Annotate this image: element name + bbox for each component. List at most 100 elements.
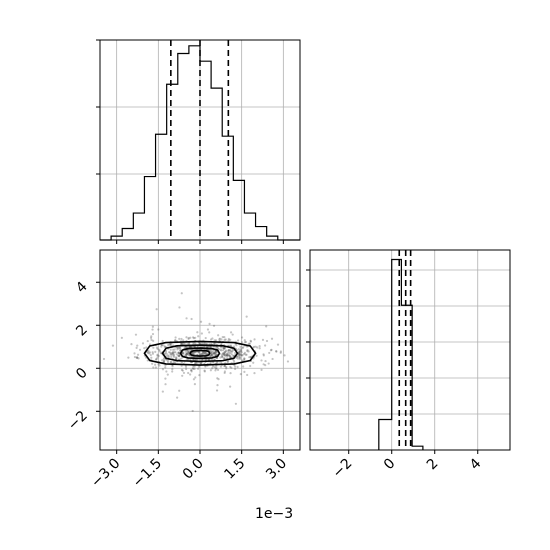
joint-sample-point — [279, 351, 282, 354]
joint-sample-point — [172, 354, 175, 357]
joint-sample-point — [221, 352, 225, 355]
joint-sample-point — [230, 353, 234, 356]
joint-sample-point — [209, 369, 212, 372]
joint-scatter-panel: −3.0 −1.5 0.0 1.5 3.0 −2 0 2 4 1e−3 — [65, 249, 301, 522]
joint-sample-point — [190, 369, 193, 372]
joint-sample-point — [238, 357, 242, 360]
joint-axes-frame — [99, 249, 301, 451]
joint-sample-point — [146, 339, 149, 343]
joint-sample-point — [214, 350, 218, 353]
joint-sample-point — [199, 353, 202, 356]
joint-sample-point — [210, 352, 213, 355]
joint-sample-point — [171, 365, 174, 368]
marginal-y-xtick-label: 4 — [467, 455, 485, 473]
joint-sample-point — [182, 342, 185, 345]
joint-sample-point — [178, 354, 181, 358]
joint-sample-point — [169, 343, 173, 346]
joint-sample-point — [171, 370, 174, 373]
joint-sample-point — [276, 343, 280, 346]
joint-sample-point — [275, 350, 278, 353]
joint-sample-point — [225, 354, 229, 357]
joint-sample-point — [185, 352, 189, 355]
joint-sample-point — [185, 358, 188, 361]
joint-sample-point — [173, 351, 176, 354]
joint-sample-point — [239, 349, 242, 352]
joint-sample-point — [190, 370, 193, 373]
joint-sample-point — [236, 339, 240, 342]
joint-sample-point — [151, 351, 154, 354]
joint-sample-point — [220, 342, 223, 345]
joint-sample-point — [191, 345, 194, 348]
joint-sample-point — [244, 340, 248, 344]
joint-sample-point — [209, 345, 212, 348]
joint-sample-point — [208, 331, 211, 334]
joint-sample-point — [185, 336, 188, 339]
joint-sample-point — [214, 352, 218, 355]
joint-sample-point — [174, 356, 178, 359]
joint-sample-point — [171, 351, 174, 355]
joint-sample-point — [232, 354, 235, 357]
joint-sample-point — [178, 355, 181, 358]
joint-sample-point — [187, 350, 190, 354]
joint-sample-point — [229, 331, 233, 334]
joint-sample-point — [210, 354, 213, 357]
joint-sample-point — [166, 354, 169, 357]
joint-sample-point — [169, 343, 172, 347]
joint-sample-point — [170, 353, 173, 356]
joint-sample-point — [267, 362, 270, 365]
joint-sample-point — [209, 338, 213, 341]
joint-sample-point — [217, 378, 220, 381]
joint-ytick-label: 2 — [73, 322, 91, 340]
joint-sample-point — [184, 365, 188, 369]
joint-sample-point — [249, 355, 252, 359]
joint-sample-point — [151, 332, 155, 336]
joint-sample-point — [222, 346, 225, 350]
joint-sample-point — [247, 350, 250, 353]
joint-sample-point — [182, 352, 185, 355]
joint-sample-point — [211, 353, 214, 357]
joint-sample-point — [198, 374, 201, 377]
joint-sample-point — [197, 351, 200, 354]
joint-sample-point — [190, 369, 193, 372]
joint-sample-point — [223, 346, 226, 350]
joint-sample-point — [219, 365, 223, 368]
joint-sample-point — [223, 364, 226, 368]
joint-sample-point — [198, 342, 201, 345]
joint-sample-point — [211, 353, 214, 356]
joint-sample-point — [275, 349, 278, 353]
joint-sample-point — [229, 365, 232, 368]
joint-sample-point — [186, 349, 190, 352]
joint-sample-point — [214, 367, 218, 370]
joint-sample-point — [158, 348, 161, 351]
joint-xtick-label: 1.5 — [221, 456, 248, 483]
joint-sample-point — [120, 336, 123, 339]
joint-sample-point — [203, 370, 206, 373]
joint-sample-point — [165, 352, 168, 355]
joint-sample-point — [229, 385, 232, 388]
joint-sample-point — [234, 402, 237, 405]
joint-sample-point — [180, 343, 183, 346]
joint-sample-point — [151, 352, 155, 355]
joint-sample-point — [235, 356, 238, 359]
joint-sample-point — [156, 356, 159, 359]
joint-sample-point — [179, 349, 182, 352]
joint-sample-point — [111, 344, 115, 347]
marginal-y-xtick-label: 0 — [381, 456, 399, 474]
joint-sample-point — [205, 352, 209, 355]
joint-sample-point — [236, 357, 240, 360]
joint-sample-point — [149, 336, 153, 339]
joint-sample-point — [239, 354, 242, 357]
joint-sample-point — [243, 339, 246, 342]
joint-sample-point — [246, 349, 249, 352]
joint-sample-point — [242, 346, 245, 349]
joint-sample-point — [215, 346, 218, 349]
joint-sample-point — [210, 351, 214, 354]
joint-sample-point — [197, 335, 200, 338]
joint-sample-point — [136, 356, 139, 359]
joint-sample-point — [244, 353, 247, 356]
joint-xtick-label: −3.0 — [88, 456, 123, 491]
joint-sample-point — [162, 344, 165, 347]
joint-sample-point — [216, 368, 220, 372]
joint-sample-point — [159, 351, 163, 355]
joint-sample-point — [171, 352, 175, 356]
